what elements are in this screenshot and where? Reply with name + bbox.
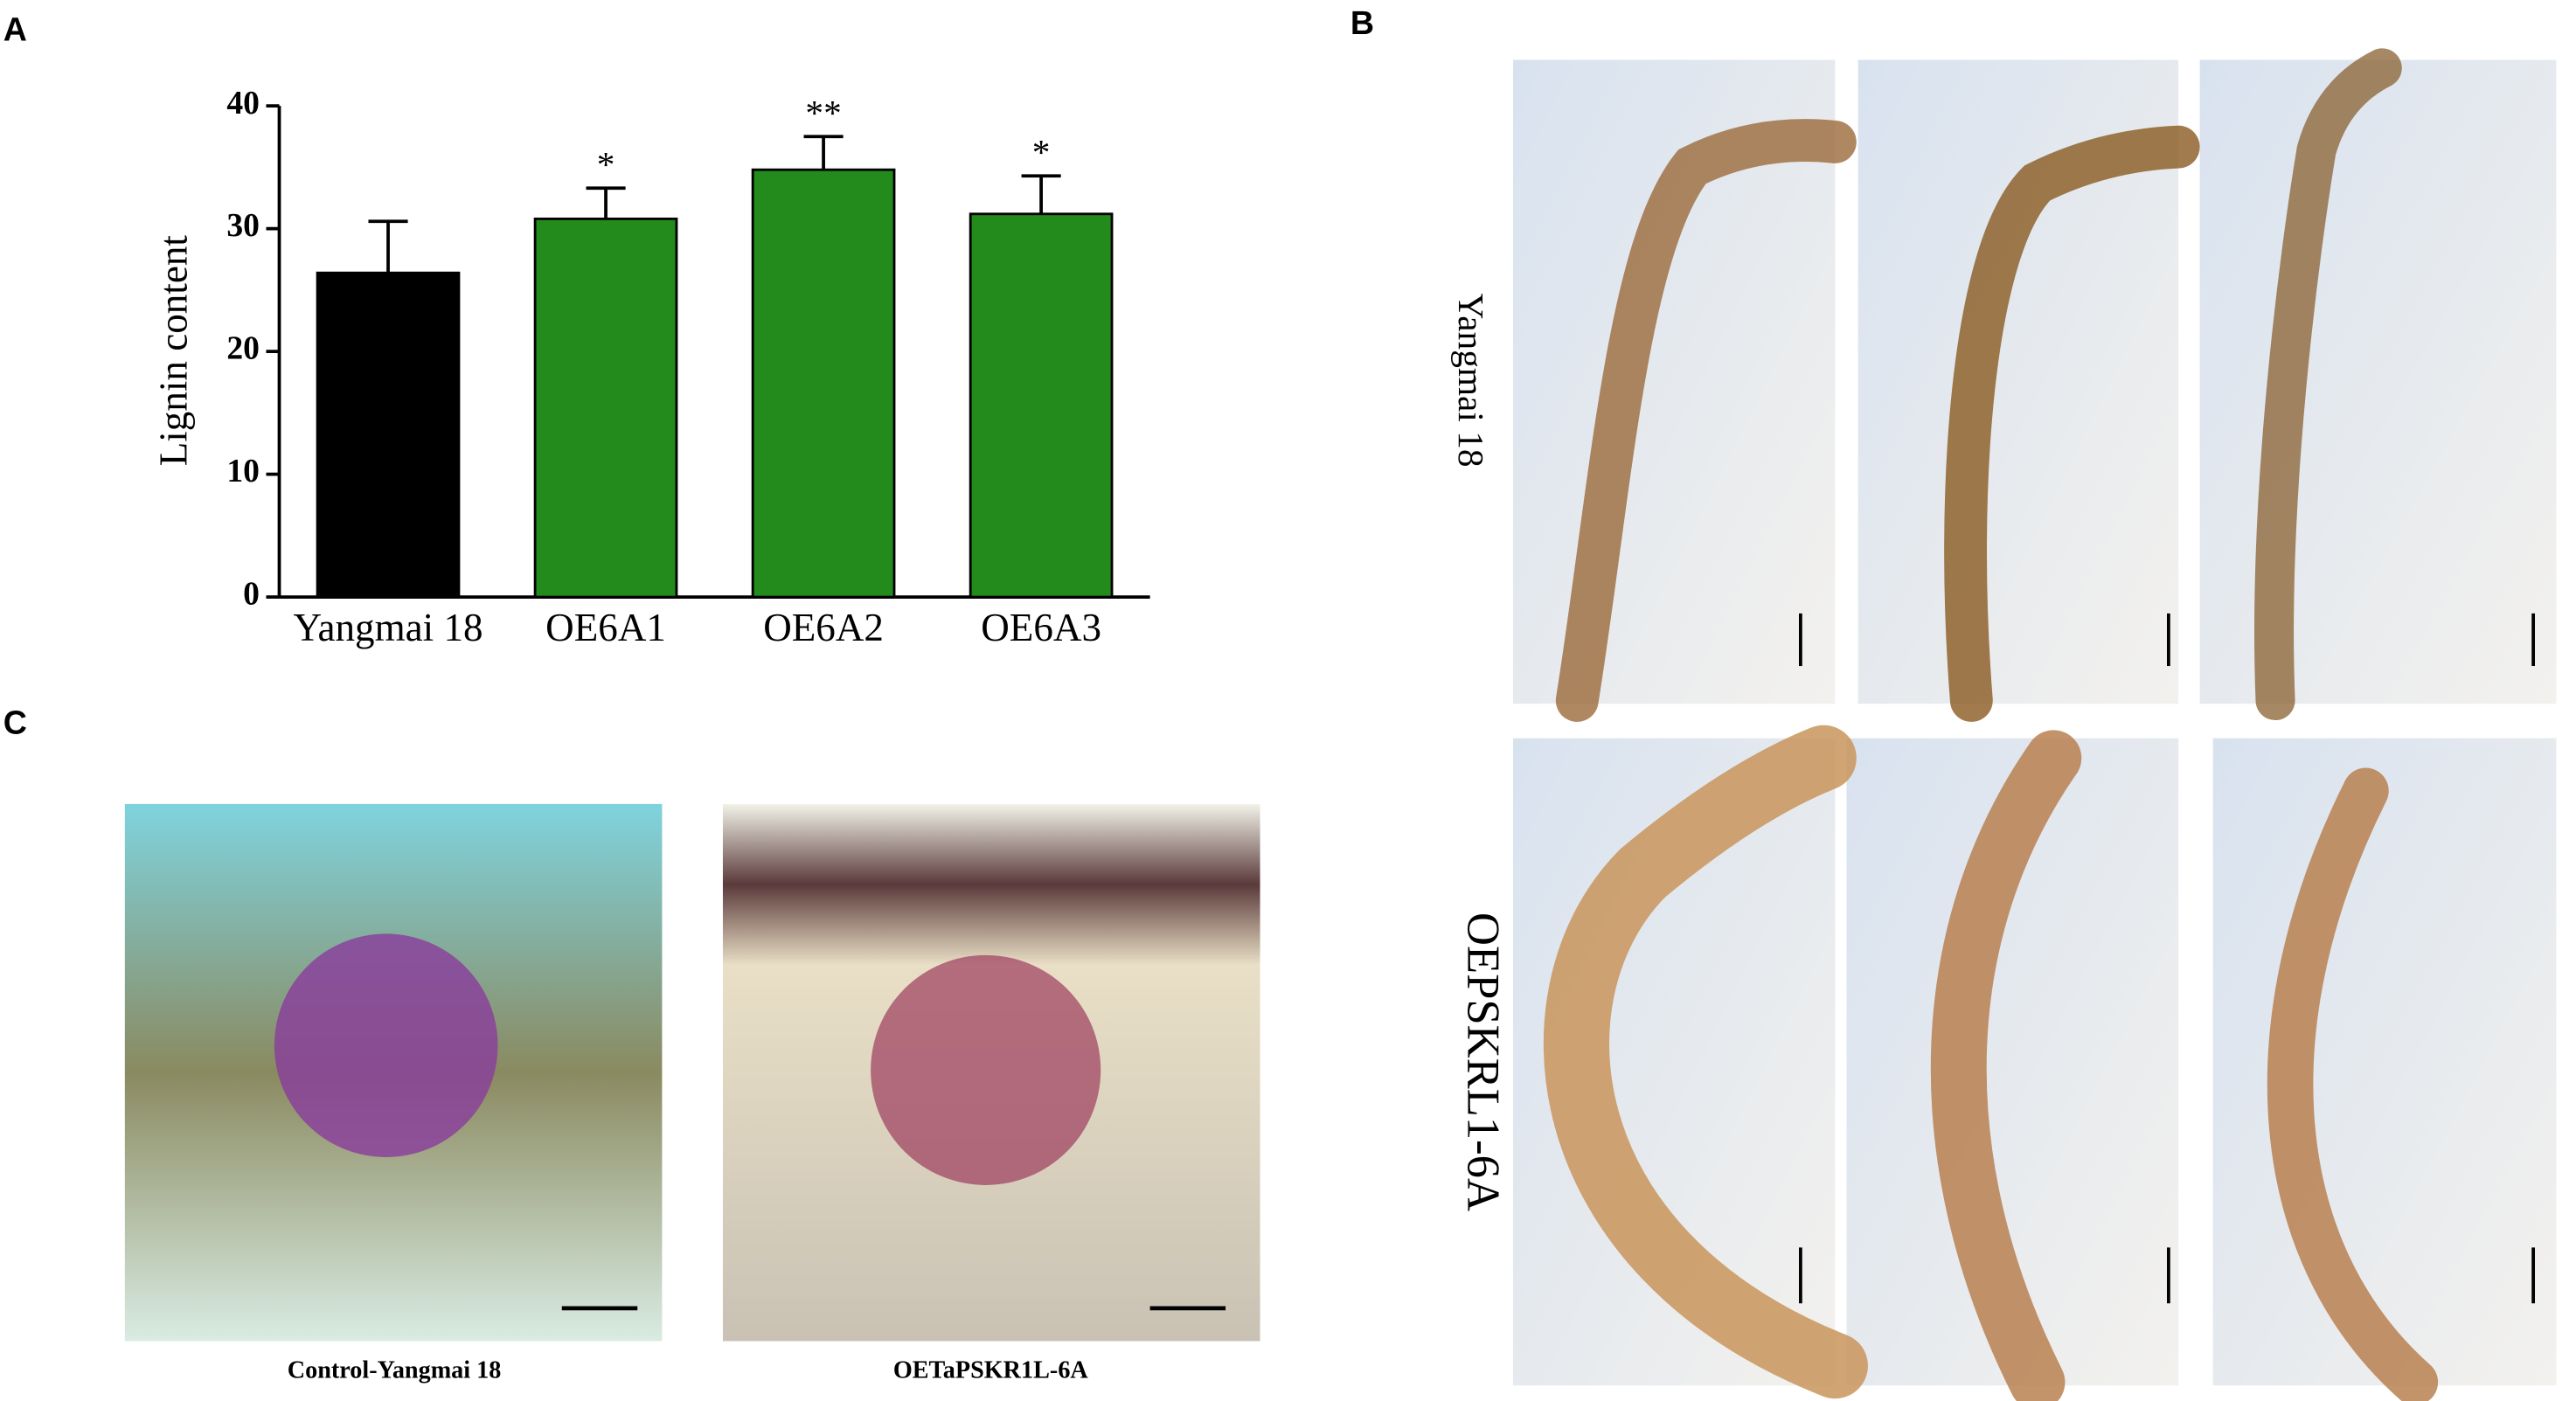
x-tick-label: OE6A1 [545, 606, 666, 649]
y-tick-label: 0 [243, 577, 260, 613]
panel-label: A [3, 10, 27, 47]
y-tick-label: 20 [226, 331, 260, 367]
error-bar [803, 135, 844, 170]
significance: * [597, 144, 615, 184]
panel-label: B [1350, 4, 1374, 41]
micrograph [2199, 59, 2557, 704]
x-tick-label: OE6A3 [981, 606, 1101, 649]
error-bar [586, 186, 626, 219]
error-bar [1021, 174, 1061, 214]
panel-label: C [3, 704, 27, 741]
caption: Control-Yangmai 18 [288, 1357, 502, 1384]
tissue [274, 933, 498, 1157]
micrographs-b: Yangmai 18 OEPSKRL1-6A [1451, 48, 2557, 1401]
scale-bar [1799, 613, 2536, 1304]
bar [751, 168, 896, 599]
significance: * [1032, 132, 1051, 172]
bar-chart: Lignin content 0 10 20 30 40 Yangmai 18 OE6A1 *… [151, 86, 1150, 649]
x-tick-label: Yangmai 18 [293, 606, 483, 649]
y-tick-label: 30 [226, 208, 260, 244]
tissue [1543, 48, 2439, 1401]
caption: OETaPSKR1L-6A [893, 1357, 1089, 1384]
micrograph [2212, 738, 2557, 1386]
significance: ** [805, 93, 841, 133]
bar [533, 217, 678, 599]
error-bar [368, 219, 408, 274]
x-tick-label: OE6A2 [763, 606, 884, 649]
bar [969, 212, 1114, 599]
y-tick-label: 40 [226, 86, 260, 121]
bar [316, 271, 461, 599]
tissue [871, 954, 1101, 1185]
y-axis-label: Lignin content [151, 235, 195, 467]
row-label: OEPSKRL1-6A [1457, 912, 1508, 1211]
y-tick-label: 10 [226, 454, 260, 489]
row-label: Yangmai 18 [1451, 293, 1491, 467]
micrographs-c: Control-Yangmai 18 OETaPSKR1L-6A [124, 803, 1260, 1384]
